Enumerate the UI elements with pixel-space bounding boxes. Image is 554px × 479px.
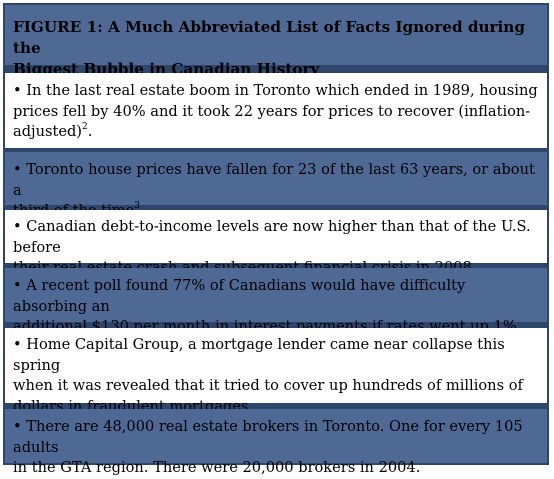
fact-row-boom-1989: • In the last real estate boom in Toront… [5,73,547,148]
figure-title-line-1: FIGURE 1: A Much Abbreviated List of Fac… [13,18,525,57]
fact-text: • Home Capital Group, a mortgage lender … [13,336,505,374]
fact-row-price-declines: • Toronto house prices have fallen for 2… [5,152,547,219]
fact-row-poll: • A recent poll found 77% of Canadians w… [5,268,547,335]
fact-text: . [87,123,93,140]
fact-text: when it was revealed that it tried to co… [13,377,523,394]
fact-row-brokers: • There are 48,000 real estate brokers i… [5,409,547,476]
fact-text: • Toronto house prices have fallen for 2… [13,161,535,199]
fact-row-debt-to-income: • Canadian debt-to-income levels are now… [5,210,547,276]
fact-text: • A recent poll found 77% of Canadians w… [13,277,466,315]
figure-title: FIGURE 1: A Much Abbreviated List of Fac… [5,5,547,78]
figure-box: FIGURE 1: A Much Abbreviated List of Fac… [3,3,549,476]
fact-text: • In the last real estate boom in Toront… [13,82,538,99]
fact-text: • Canadian debt-to-income levels are now… [13,218,531,256]
fact-row-home-capital: • Home Capital Group, a mortgage lender … [5,328,547,415]
footnote-marker: 2 [82,122,88,133]
fact-text: prices fell by 40% and it took 22 years … [13,102,531,120]
footnote-marker: 3 [134,201,140,212]
fact-text: adjusted) [13,123,82,140]
fact-text: • There are 48,000 real estate brokers i… [13,418,523,456]
fact-text: in the GTA region. There were 20,000 bro… [13,459,421,476]
